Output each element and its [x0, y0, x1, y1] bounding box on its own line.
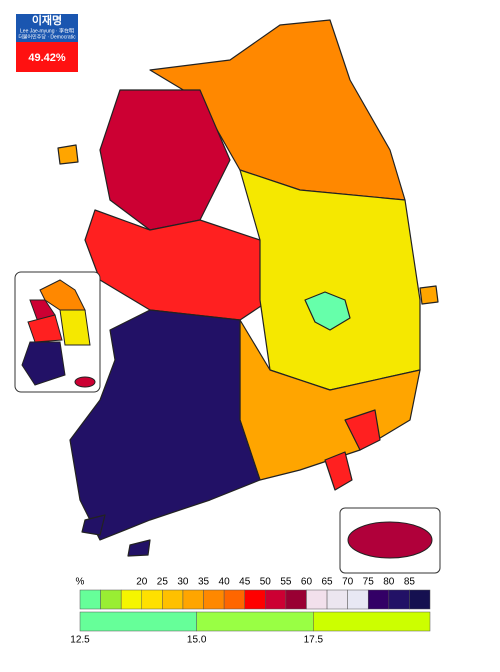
legend-label: 55 — [280, 577, 292, 588]
legend-label: 75 — [363, 577, 375, 588]
legend-label: 30 — [177, 577, 189, 588]
island — [127, 539, 151, 557]
geoje — [324, 451, 353, 491]
legend-label: 85 — [404, 577, 416, 588]
candidate-latin: Lee Jae-myung · 李在明 — [20, 27, 74, 34]
legend-swatch — [120, 589, 143, 610]
busan — [344, 409, 381, 451]
legend-swatch — [285, 589, 307, 610]
legend-swatch — [162, 589, 184, 610]
inset-region — [59, 309, 91, 346]
legend-swatch — [203, 589, 225, 610]
legend-swatch — [244, 589, 266, 610]
island — [57, 144, 79, 165]
legend-swatch — [313, 611, 431, 632]
candidate-header — [16, 14, 78, 42]
legend-swatch — [388, 589, 410, 610]
legend-label: 25 — [157, 577, 169, 588]
legend-swatch — [367, 589, 390, 610]
legend-swatch — [100, 589, 122, 610]
candidate-name: 이재명 — [32, 13, 62, 27]
legend-swatch — [79, 589, 101, 610]
legend-label: 80 — [383, 577, 395, 588]
legend-label: 40 — [219, 577, 231, 588]
inset-jeju — [74, 376, 96, 388]
legend-swatch — [409, 589, 431, 610]
jeju — [347, 521, 433, 559]
jeolla — [69, 309, 261, 541]
legend-label: 70 — [342, 577, 354, 588]
ulleung — [419, 285, 439, 305]
candidate-share-box — [16, 42, 78, 72]
chungcheong — [84, 209, 271, 321]
legend-label: 60 — [301, 577, 313, 588]
legend-swatch — [196, 611, 314, 632]
legend-label: 15.0 — [187, 635, 207, 646]
legend-swatch — [265, 589, 287, 610]
legend-label: 20 — [136, 577, 148, 588]
legend-swatch — [347, 589, 369, 610]
legend-unit: % — [76, 577, 85, 588]
gyeongbuk — [239, 169, 421, 391]
legend-label: 35 — [198, 577, 210, 588]
legend-swatch — [182, 589, 204, 610]
inset-region — [21, 341, 66, 386]
legend-label: 50 — [260, 577, 272, 588]
inset-region — [27, 314, 63, 343]
candidate-party: 더불어민주당 · Democratic — [18, 33, 76, 40]
legend-label: 17.5 — [304, 635, 324, 646]
legend-swatch — [223, 589, 245, 610]
legend-swatch — [141, 589, 163, 610]
legend-swatch — [326, 589, 348, 610]
legend-label: 45 — [239, 577, 251, 588]
candidate-share: 49.42% — [28, 52, 66, 64]
mainland — [57, 19, 439, 557]
daegu — [304, 291, 351, 331]
legend-swatch — [306, 589, 328, 610]
island — [81, 514, 106, 536]
gangwon — [149, 19, 406, 201]
legend-swatch — [79, 611, 197, 632]
legend-label: 12.5 — [70, 635, 90, 646]
legend-label: 65 — [321, 577, 333, 588]
legend: % 20 25 30 35 40 45 50 55 60 65 70 75 80 85 12.5 15.0 17.… — [70, 577, 431, 646]
